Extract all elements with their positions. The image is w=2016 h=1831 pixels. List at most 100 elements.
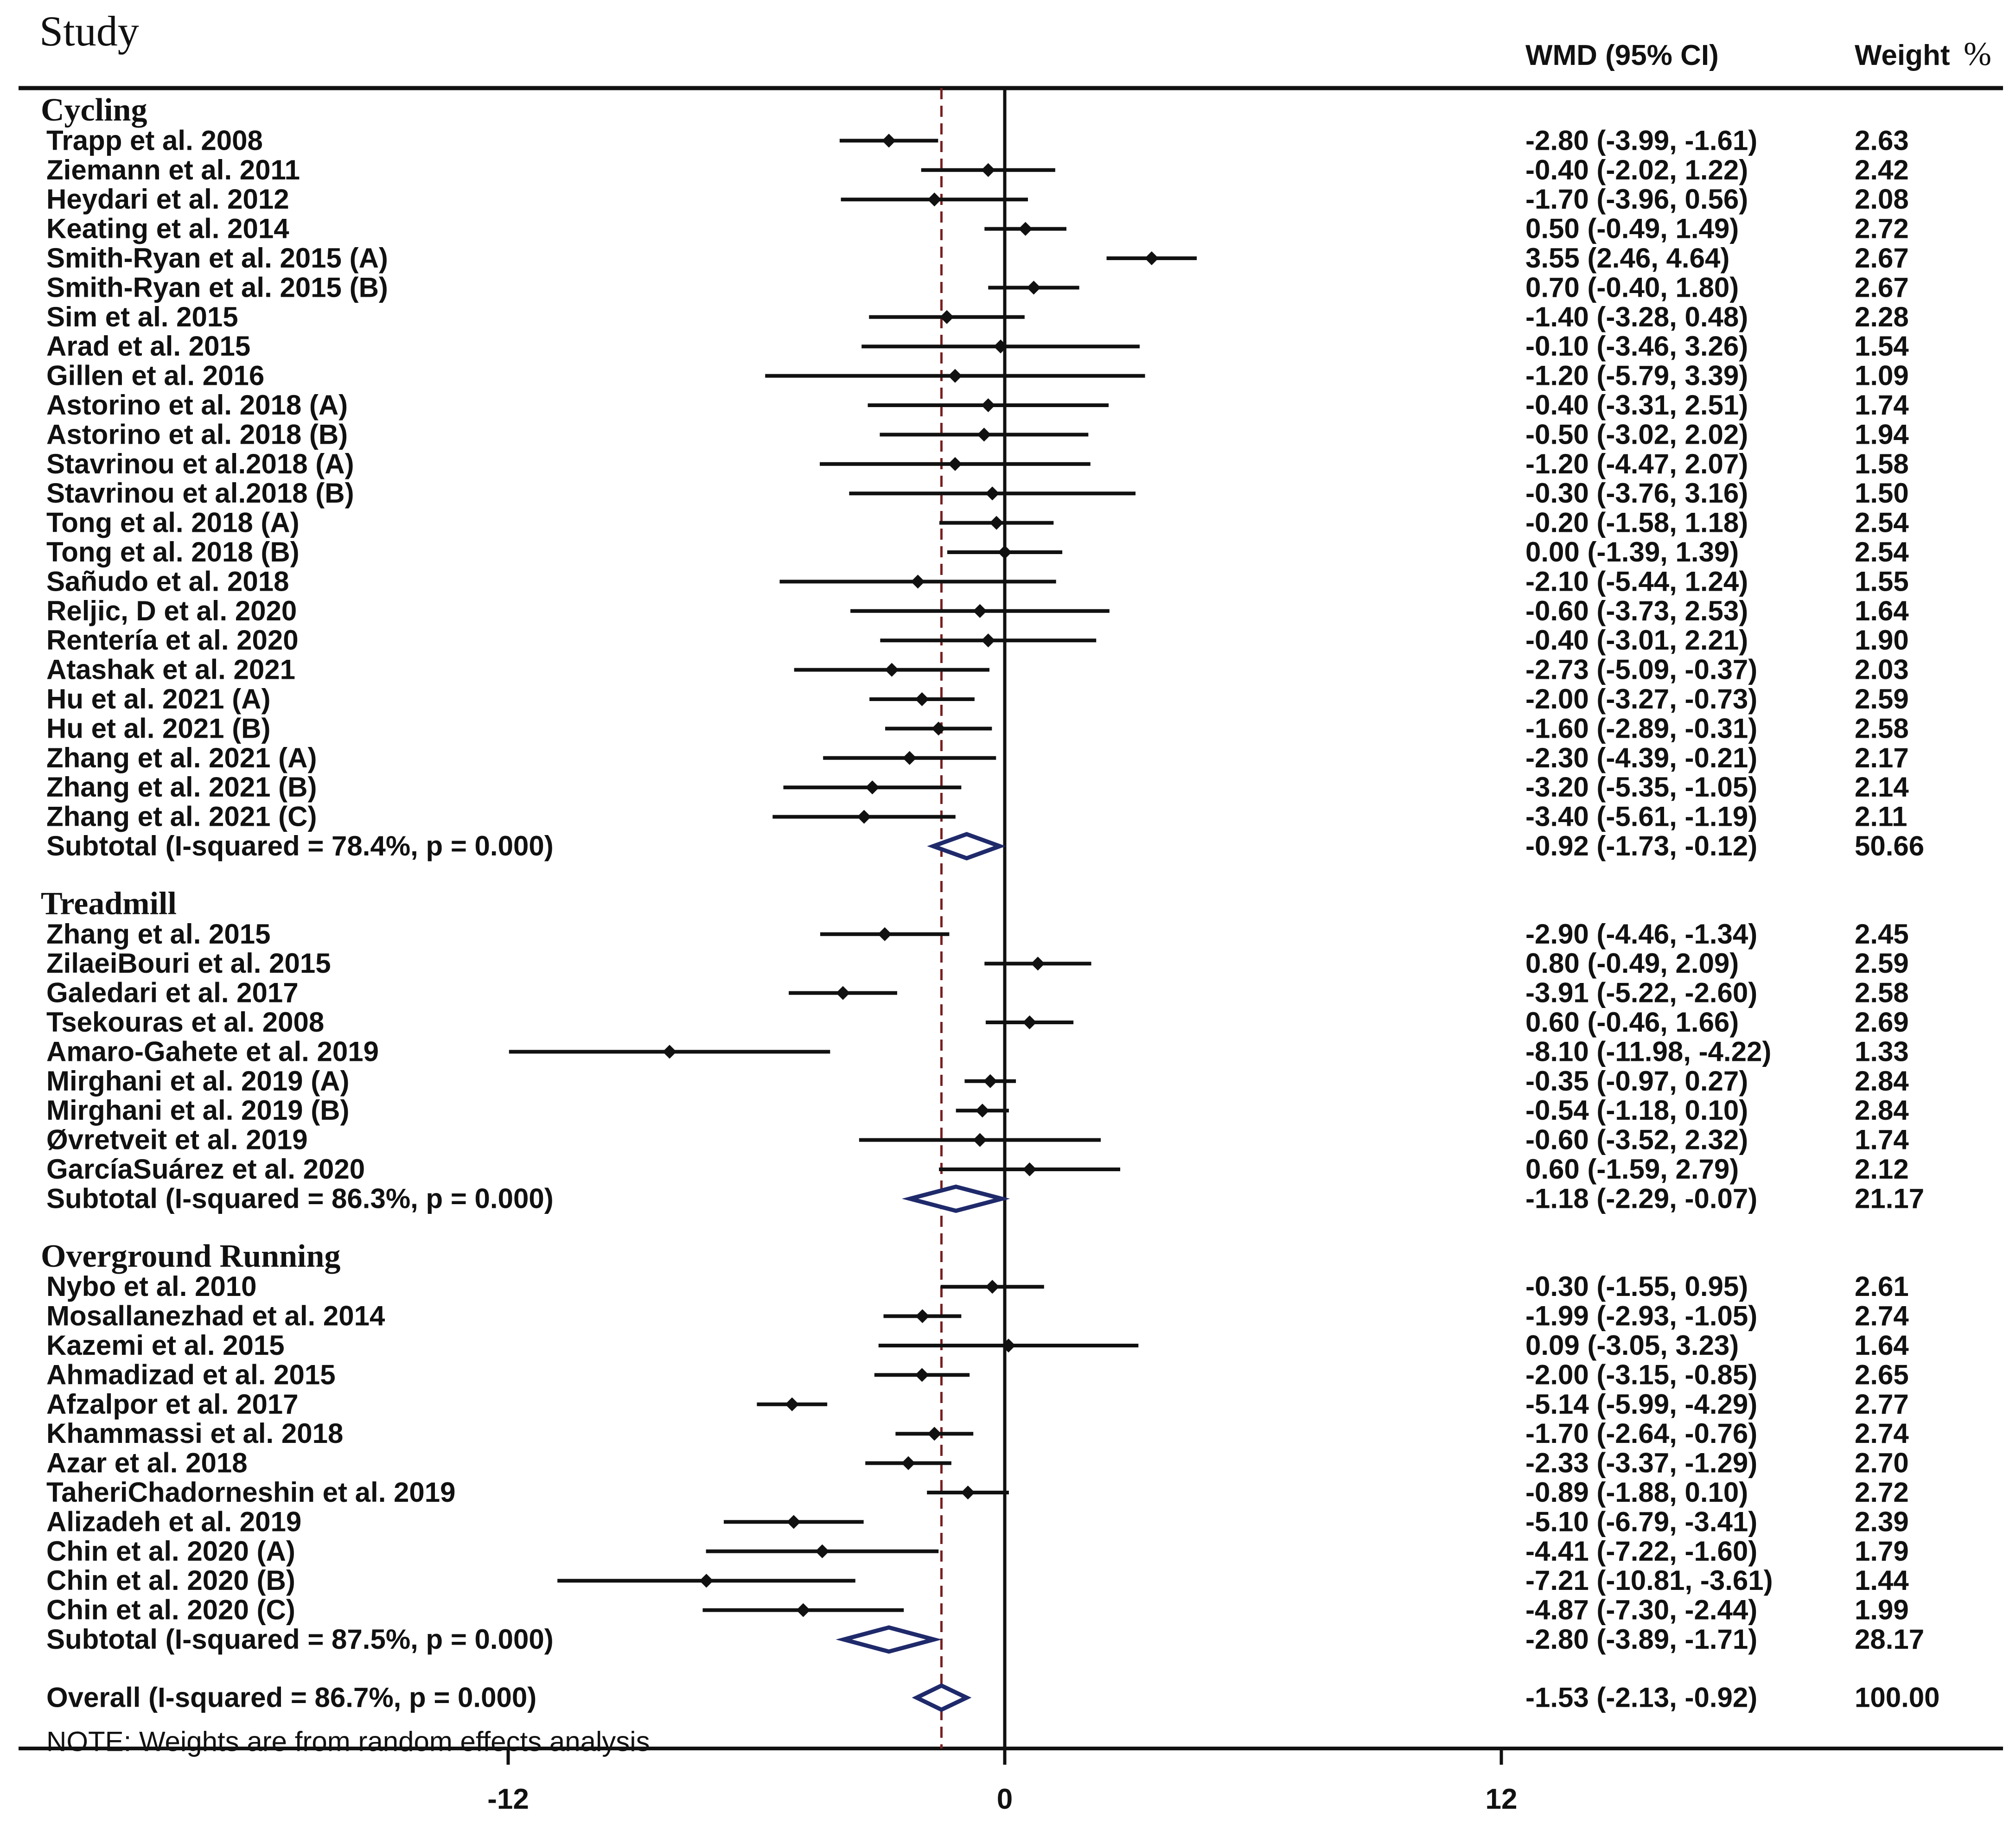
study-row-weight: 2.54 xyxy=(1855,536,1909,568)
study-row-label: Smith-Ryan et al. 2015 (A) xyxy=(46,242,388,274)
study-row-ci: -4.41 (-7.22, -1.60) xyxy=(1525,1536,1757,1567)
point-estimate xyxy=(927,1427,942,1441)
study-row-ci: -0.40 (-2.02, 1.22) xyxy=(1525,154,1748,185)
x-tick-label: 12 xyxy=(1486,1783,1518,1815)
study-row-label: TaheriChadorneshin et al. 2019 xyxy=(46,1477,456,1508)
point-estimate xyxy=(915,692,929,706)
point-estimate xyxy=(902,751,917,765)
study-row-label: Rentería et al. 2020 xyxy=(46,625,299,656)
study-row-weight: 1.64 xyxy=(1855,595,1909,626)
study-row-ci: -7.21 (-10.81, -3.61) xyxy=(1525,1565,1773,1596)
point-estimate xyxy=(882,134,896,148)
study-row-ci: 0.70 (-0.40, 1.80) xyxy=(1525,272,1739,303)
study-row-weight: 2.45 xyxy=(1855,919,1909,950)
study-row-label: Chin et al. 2020 (B) xyxy=(46,1565,295,1596)
point-estimate xyxy=(915,1309,930,1323)
study-row-label: Zhang et al. 2021 (A) xyxy=(46,742,317,773)
footnote: NOTE: Weights are from random effects an… xyxy=(46,1726,650,1757)
study-row-weight: 2.74 xyxy=(1855,1301,1909,1332)
study-row-ci: -2.30 (-4.39, -0.21) xyxy=(1525,742,1757,773)
study-row-label: Nybo et al. 2010 xyxy=(46,1271,257,1302)
study-row-ci: -2.80 (-3.99, -1.61) xyxy=(1525,125,1757,156)
study-row-ci: -2.90 (-4.46, -1.34) xyxy=(1525,919,1757,950)
study-row-weight: 2.54 xyxy=(1855,507,1909,538)
study-row-label: Zhang et al. 2015 xyxy=(46,919,271,950)
subtotal-row-diamond xyxy=(927,832,1006,861)
study-row-weight: 1.99 xyxy=(1855,1595,1909,1626)
subtotal-row-label: Subtotal (I-squared = 78.4%, p = 0.000) xyxy=(46,830,554,861)
subtotal-row-label: Subtotal (I-squared = 87.5%, p = 0.000) xyxy=(46,1624,554,1655)
point-estimate xyxy=(985,486,1000,501)
study-row-weight: 2.84 xyxy=(1855,1095,1909,1126)
study-row-weight: 1.54 xyxy=(1855,331,1909,362)
point-estimate xyxy=(985,1280,1000,1294)
point-estimate xyxy=(927,192,942,207)
study-row-ci: -2.00 (-3.27, -0.73) xyxy=(1525,683,1757,715)
study-row-weight: 2.39 xyxy=(1855,1506,1909,1537)
study-row-weight: 1.90 xyxy=(1855,625,1909,656)
point-estimate xyxy=(785,1397,799,1411)
reference-lines xyxy=(940,88,1007,1748)
overall-row-weight: 100.00 xyxy=(1855,1682,1940,1713)
study-row-weight: 2.17 xyxy=(1855,742,1909,773)
point-estimate xyxy=(973,604,987,618)
study-row-label: Tong et al. 2018 (A) xyxy=(46,507,300,538)
study-row-weight: 2.28 xyxy=(1855,301,1909,332)
study-row-ci: 3.55 (2.46, 4.64) xyxy=(1525,242,1729,274)
column-header: Study WMD (95% CI) Weight % xyxy=(39,7,1991,72)
study-row-ci: -8.10 (-11.98, -4.22) xyxy=(1525,1036,1771,1067)
header-weight: Weight xyxy=(1855,39,1950,71)
overall-row-ci: -1.53 (-2.13, -0.92) xyxy=(1525,1682,1757,1713)
study-row-weight: 1.55 xyxy=(1855,566,1909,597)
study-row-label: Reljic, D et al. 2020 xyxy=(46,595,297,626)
study-row-ci: -2.00 (-3.15, -0.85) xyxy=(1525,1359,1757,1390)
study-row-ci: 0.60 (-1.59, 2.79) xyxy=(1525,1154,1739,1185)
study-row-ci: -1.70 (-2.64, -0.76) xyxy=(1525,1418,1757,1449)
point-estimate xyxy=(815,1544,829,1558)
point-estimate xyxy=(901,1456,916,1470)
study-row-label: Kazemi et al. 2015 xyxy=(46,1330,285,1361)
plot-frame xyxy=(19,86,2003,1750)
study-row-label: Galedari et al. 2017 xyxy=(46,977,299,1008)
study-row-weight: 2.42 xyxy=(1855,154,1909,185)
study-row-weight: 1.74 xyxy=(1855,1124,1909,1155)
point-estimate xyxy=(994,339,1008,354)
study-row-weight: 1.74 xyxy=(1855,389,1909,421)
study-row-ci: -1.20 (-5.79, 3.39) xyxy=(1525,360,1748,391)
study-row-ci: -0.89 (-1.88, 0.10) xyxy=(1525,1477,1748,1508)
study-row-ci: -0.60 (-3.73, 2.53) xyxy=(1525,595,1748,626)
study-row-weight: 1.94 xyxy=(1855,419,1909,450)
study-row-weight: 2.67 xyxy=(1855,242,1909,274)
point-estimate xyxy=(878,927,892,941)
study-row-weight: 2.72 xyxy=(1855,1477,1909,1508)
study-row-label: Keating et al. 2014 xyxy=(46,213,289,244)
study-row-label: Amaro-Gahete et al. 2019 xyxy=(46,1036,379,1067)
study-row-label: Mosallanezhad et al. 2014 xyxy=(46,1301,385,1332)
study-row-weight: 2.65 xyxy=(1855,1359,1909,1390)
point-estimate xyxy=(1031,957,1045,971)
subtotal-row-ci: -0.92 (-1.73, -0.12) xyxy=(1525,830,1757,861)
study-row-weight: 1.50 xyxy=(1855,478,1909,509)
subtotal-row-ci: -1.18 (-2.29, -0.07) xyxy=(1525,1183,1757,1214)
study-row-label: Hu et al. 2021 (A) xyxy=(46,683,271,715)
study-row-weight: 2.74 xyxy=(1855,1418,1909,1449)
point-estimate xyxy=(948,369,962,383)
study-row-ci: -0.20 (-1.58, 1.18) xyxy=(1525,507,1748,538)
study-row-label: Alizadeh et al. 2019 xyxy=(46,1506,301,1537)
subtotal-row-weight: 50.66 xyxy=(1855,830,1924,861)
group-title: Cycling xyxy=(41,92,147,128)
study-row-label: Sañudo et al. 2018 xyxy=(46,566,289,597)
study-row-ci: -1.40 (-3.28, 0.48) xyxy=(1525,301,1748,332)
x-axis: -12 0 12 xyxy=(487,1748,1517,1815)
study-row-label: Ziemann et al. 2011 xyxy=(46,154,300,185)
study-row-label: Chin et al. 2020 (A) xyxy=(46,1536,295,1567)
header-study: Study xyxy=(39,7,139,55)
study-row-label: Khammassi et al. 2018 xyxy=(46,1418,343,1449)
study-row-ci: 0.80 (-0.49, 2.09) xyxy=(1525,948,1739,979)
study-row-weight: 2.14 xyxy=(1855,772,1909,803)
point-estimate xyxy=(981,398,995,412)
study-row-label: ZilaeiBouri et al. 2015 xyxy=(46,948,331,979)
study-row-weight: 2.12 xyxy=(1855,1154,1909,1185)
